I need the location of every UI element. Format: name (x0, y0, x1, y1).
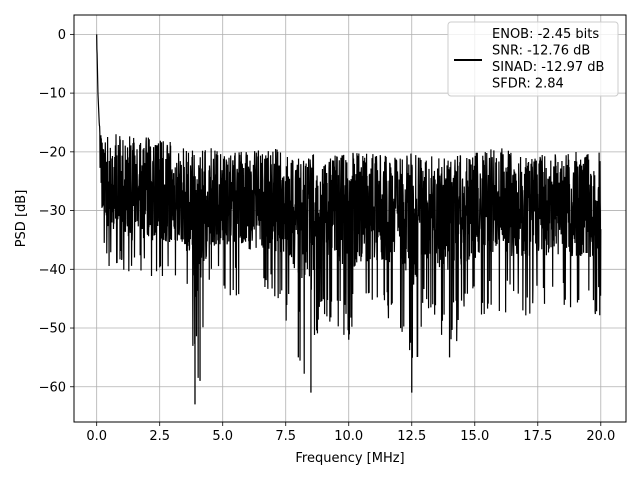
y-tick-label: −50 (39, 322, 66, 337)
data-area (96, 34, 602, 405)
x-tick-label: 20.0 (586, 429, 615, 444)
x-tick-label: 17.5 (523, 429, 552, 444)
x-axis-label: Frequency [MHz] (295, 451, 404, 466)
x-tick-label: 5.0 (212, 429, 233, 444)
x-tick-label: 7.5 (275, 429, 296, 444)
x-tick-label: 15.0 (460, 429, 489, 444)
legend-entry-sfdr: SFDR: 2.84 (492, 77, 564, 92)
y-axis-label: PSD [dB] (14, 190, 29, 248)
legend-entry-enob: ENOB: -2.45 bits (492, 27, 599, 42)
legend: ENOB: -2.45 bits SNR: -12.76 dB SINAD: -… (447, 21, 619, 97)
x-tick-label: 0.0 (86, 429, 107, 444)
ticks: 0.0 2.5 5.0 7.5 10.0 12.5 15.0 17.5 20.0 0 −10 −20 −… (39, 28, 616, 444)
legend-entry-sinad: SINAD: -12.97 dB (492, 60, 604, 75)
x-tick-label: 2.5 (149, 429, 170, 444)
x-tick-label: 12.5 (397, 429, 426, 444)
y-tick-label: −20 (39, 145, 66, 160)
legend-entry-snr: SNR: -12.76 dB (492, 44, 590, 59)
y-tick-label: −30 (39, 204, 66, 219)
y-tick-label: −10 (39, 87, 66, 102)
y-tick-label: −40 (39, 263, 66, 278)
plot-frame (73, 14, 627, 423)
y-tick-label: −60 (39, 380, 66, 395)
legend-box (447, 21, 619, 97)
y-tick-label: 0 (58, 28, 66, 43)
x-tick-label: 10.0 (334, 429, 363, 444)
